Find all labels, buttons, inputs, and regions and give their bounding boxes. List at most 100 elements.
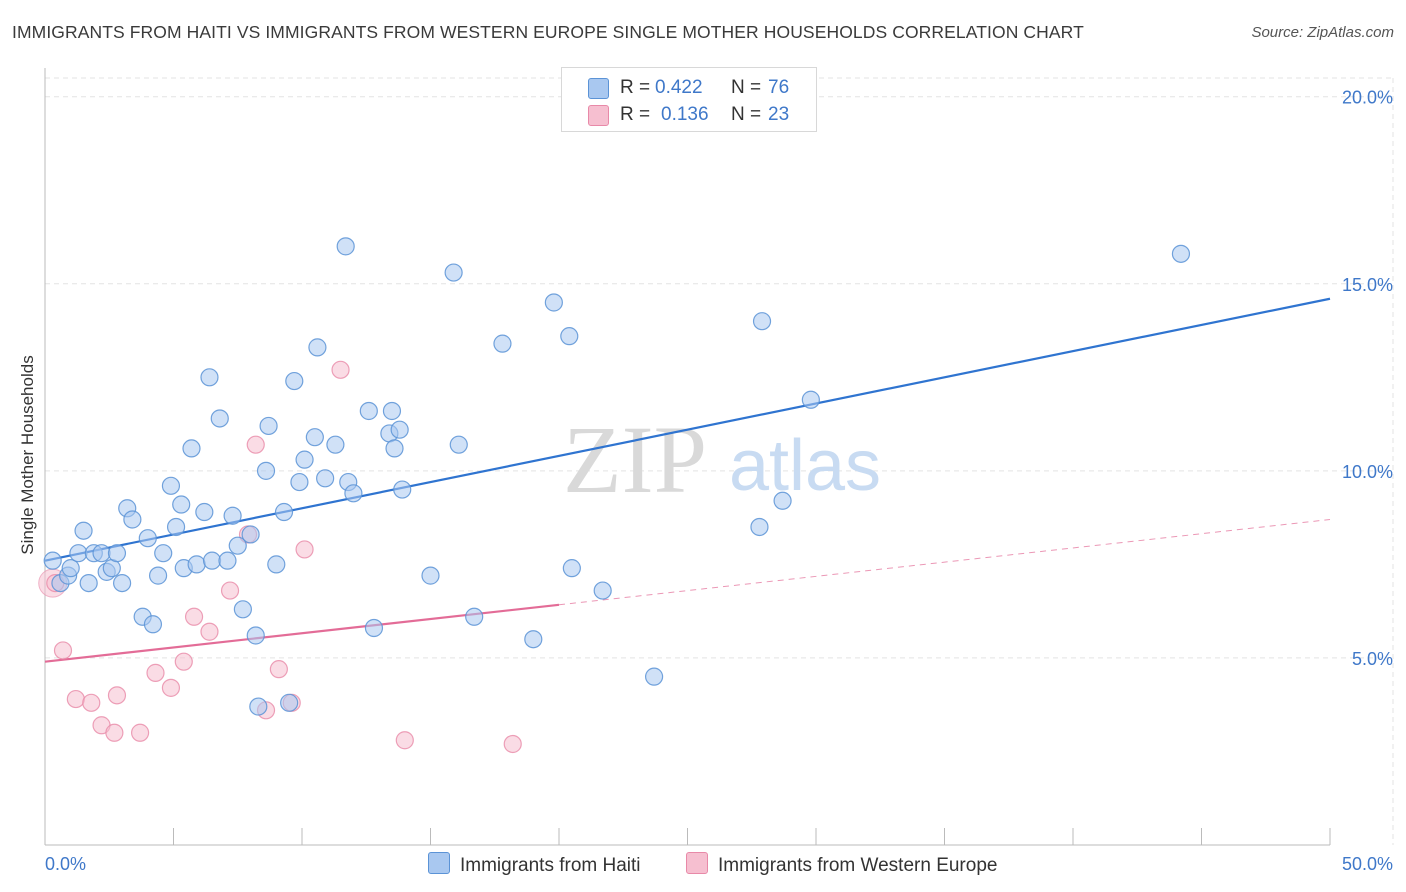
weurope-point — [66, 689, 85, 709]
weurope-trend-extension — [558, 518, 1331, 606]
haiti-point — [74, 521, 93, 540]
haiti-point — [1171, 244, 1191, 263]
grid-lines — [45, 77, 1394, 845]
haiti-point — [280, 693, 299, 712]
haiti-point — [259, 416, 278, 436]
haiti-point — [295, 450, 314, 469]
data-points — [38, 237, 1191, 754]
y-tick-label: 5.0% — [1352, 649, 1393, 669]
weurope-point — [82, 693, 101, 712]
weurope-n-label: N = — [731, 104, 762, 125]
watermark-atlas: atlas — [729, 426, 881, 506]
haiti-legend-label: Immigrants from Haiti — [460, 855, 641, 876]
haiti-point — [801, 390, 820, 409]
axes — [44, 68, 1331, 846]
source-label: Source: ZipAtlas.com — [1251, 24, 1394, 41]
watermark: ZIP atlas — [563, 406, 881, 513]
weurope-swatch — [588, 105, 609, 126]
haiti-point — [305, 428, 324, 447]
weurope-legend-label: Immigrants from Western Europe — [718, 855, 998, 876]
weurope-point — [130, 723, 150, 742]
haiti-legend-swatch — [428, 852, 450, 874]
haiti-point — [195, 502, 214, 522]
y-tick-label: 10.0% — [1342, 462, 1393, 482]
haiti-point — [69, 544, 88, 563]
haiti-point — [752, 312, 772, 331]
haiti-point — [154, 544, 173, 563]
haiti-trend-line — [44, 297, 1331, 562]
haiti-point — [364, 618, 384, 638]
haiti-point — [161, 476, 181, 495]
weurope-point — [331, 360, 350, 379]
haiti-point — [233, 600, 252, 619]
y-tick-label: 15.0% — [1342, 275, 1393, 295]
chart-title: IMMIGRANTS FROM HAITI VS IMMIGRANTS FROM… — [12, 22, 1084, 42]
bottom-legend-weurope: Immigrants from Western Europe — [686, 852, 997, 877]
weurope-point — [107, 686, 127, 705]
haiti-n-value: 76 — [768, 77, 790, 98]
haiti-point — [449, 435, 468, 454]
weurope-point — [146, 663, 165, 682]
haiti-point — [560, 327, 579, 346]
haiti-point — [166, 517, 186, 537]
weurope-point — [295, 540, 314, 559]
haiti-point — [393, 480, 412, 499]
y-tick-label: 20.0% — [1342, 88, 1393, 108]
haiti-point — [285, 371, 304, 391]
haiti-point — [246, 626, 265, 645]
haiti-point — [316, 469, 335, 488]
weurope-r-label: R = — [620, 104, 651, 125]
weurope-point — [184, 607, 204, 626]
weurope-point — [503, 734, 522, 754]
haiti-point — [202, 551, 222, 570]
haiti-r-value: 0.422 — [655, 77, 703, 98]
haiti-point — [359, 401, 378, 421]
x-tick-label: 50.0% — [1342, 854, 1393, 874]
haiti-point — [308, 338, 327, 357]
haiti-point — [290, 472, 309, 492]
haiti-point — [465, 607, 484, 626]
haiti-swatch — [588, 78, 609, 99]
haiti-point — [593, 581, 612, 600]
haiti-point — [336, 237, 355, 256]
weurope-point — [161, 678, 181, 697]
stats-legend: R = 0.422 N = 76 R = 0.136 N = 23 — [561, 67, 817, 132]
haiti-point — [112, 573, 132, 593]
weurope-n-value: 23 — [768, 104, 790, 125]
watermark-zip: ZIP — [563, 406, 707, 513]
weurope-point — [269, 660, 288, 679]
bottom-legend-haiti: Immigrants from Haiti — [428, 852, 641, 877]
haiti-point — [218, 551, 237, 570]
weurope-point — [200, 622, 219, 641]
haiti-point — [138, 529, 157, 548]
tick-labels: 5.0% 10.0% 15.0% 20.0% 0.0% 50.0% — [45, 88, 1393, 874]
haiti-point — [200, 368, 219, 387]
weurope-point — [105, 723, 124, 742]
haiti-point — [182, 439, 201, 458]
weurope-point — [220, 581, 240, 600]
haiti-point — [172, 495, 191, 514]
haiti-point — [644, 667, 664, 686]
haiti-point — [382, 401, 402, 421]
haiti-point — [148, 566, 168, 585]
weurope-point — [53, 641, 73, 660]
haiti-point — [92, 544, 111, 563]
weurope-r-value: 0.136 — [661, 104, 709, 125]
haiti-point — [249, 697, 268, 716]
haiti-n-label: N = — [731, 77, 762, 98]
haiti-point — [107, 544, 127, 563]
weurope-point — [395, 731, 414, 750]
haiti-r-label: R = — [620, 77, 651, 98]
haiti-point — [773, 491, 792, 510]
haiti-point — [274, 502, 294, 522]
haiti-point — [524, 630, 543, 649]
haiti-point — [390, 420, 409, 439]
haiti-point — [562, 559, 581, 578]
haiti-point — [210, 409, 229, 428]
haiti-point — [143, 615, 163, 634]
haiti-point — [187, 555, 206, 574]
haiti-point — [61, 559, 80, 578]
haiti-point — [421, 566, 440, 585]
haiti-point — [256, 461, 276, 480]
